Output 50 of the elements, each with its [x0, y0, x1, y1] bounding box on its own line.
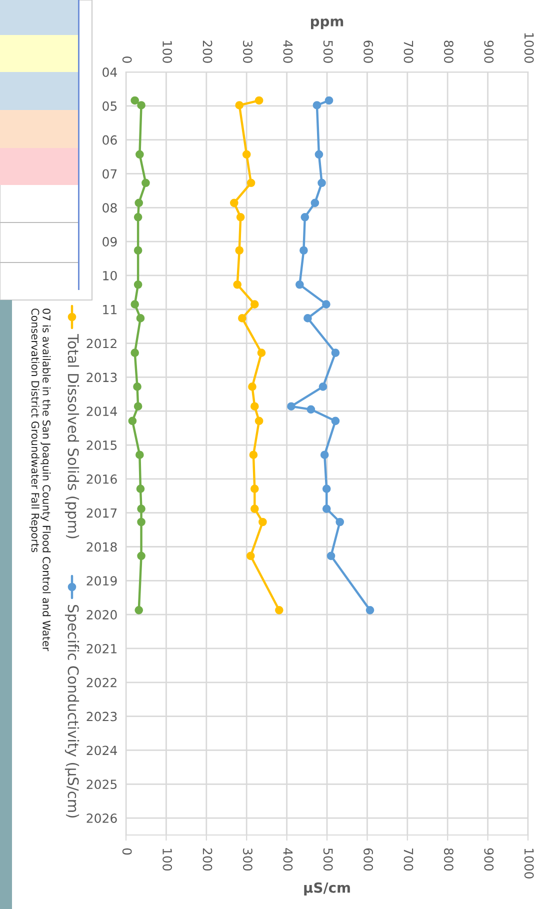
- x2-tick-label: 1000: [524, 848, 534, 878]
- x-tick-label: 1000: [524, 33, 534, 63]
- y-tick-label: 2023: [86, 712, 117, 722]
- x-tick-label: 0: [122, 56, 132, 63]
- x-tick-label: 900: [484, 40, 494, 63]
- y-tick-label: 2018: [86, 542, 117, 552]
- y-tick-label: 05: [102, 101, 117, 111]
- x2-tick-label: 900: [484, 848, 494, 871]
- y-tick-label: 2022: [86, 678, 116, 688]
- y-tick-label: 2015: [86, 440, 117, 450]
- y-tick-label: 2024: [86, 746, 117, 756]
- x2-tick-label: 100: [162, 848, 172, 871]
- x2-tick-label: 300: [242, 848, 252, 871]
- x2-tick-label: 600: [364, 848, 374, 871]
- y-tick-label: 2017: [86, 508, 117, 518]
- y-tick-label: 2016: [86, 474, 117, 484]
- y-tick-label: 2013: [86, 372, 117, 382]
- y-tick-label: 10: [103, 270, 117, 280]
- y-tick-label: 06: [102, 135, 117, 145]
- y-tick-label: 2020: [86, 610, 117, 620]
- x-tick-label: 200: [202, 40, 212, 63]
- y-tick-label: 09: [102, 237, 117, 246]
- x-tick-label: 300: [242, 40, 252, 63]
- x2-tick-label: 0: [122, 848, 132, 855]
- x2-axis-title: ppm: [310, 18, 344, 30]
- y-tick-label: 2012: [86, 338, 116, 348]
- x2-tick-label: 800: [444, 848, 454, 871]
- y-tick-label: 2021: [86, 644, 117, 654]
- legend-label: Total Dissolved Solids (ppm): [64, 334, 80, 538]
- y-tick-label: 04: [102, 67, 117, 77]
- x-tick-label: 800: [444, 40, 454, 63]
- x-tick-label: 500: [323, 40, 333, 63]
- y-tick-label: 2025: [86, 780, 117, 790]
- x-axis-title: µS/cm: [304, 882, 350, 896]
- x2-tick-label: 400: [283, 848, 293, 871]
- x-tick-label: 100: [162, 41, 172, 63]
- x2-tick-label: 200: [202, 848, 212, 871]
- x2-tick-label: 500: [323, 848, 333, 871]
- y-tick-label: 11: [103, 305, 117, 314]
- x-tick-label: 700: [404, 40, 414, 63]
- y-tick-label: 2026: [86, 814, 117, 823]
- y-tick-label: 08: [102, 203, 117, 213]
- x-tick-label: 400: [283, 40, 293, 63]
- text: 07 is available in the San Joaquin County Flood Control and Water Conservation District Groundwater Fall Reports: [29, 308, 51, 652]
- y-tick-label: 07: [102, 169, 117, 179]
- y-tick-label: 2019: [86, 576, 117, 586]
- legend-label: Specific Conductivity (µS/cm): [64, 604, 80, 818]
- x2-tick-label: 700: [404, 848, 414, 871]
- y-tick-label: 2014: [86, 406, 117, 416]
- x-tick-label: 600: [364, 40, 374, 63]
